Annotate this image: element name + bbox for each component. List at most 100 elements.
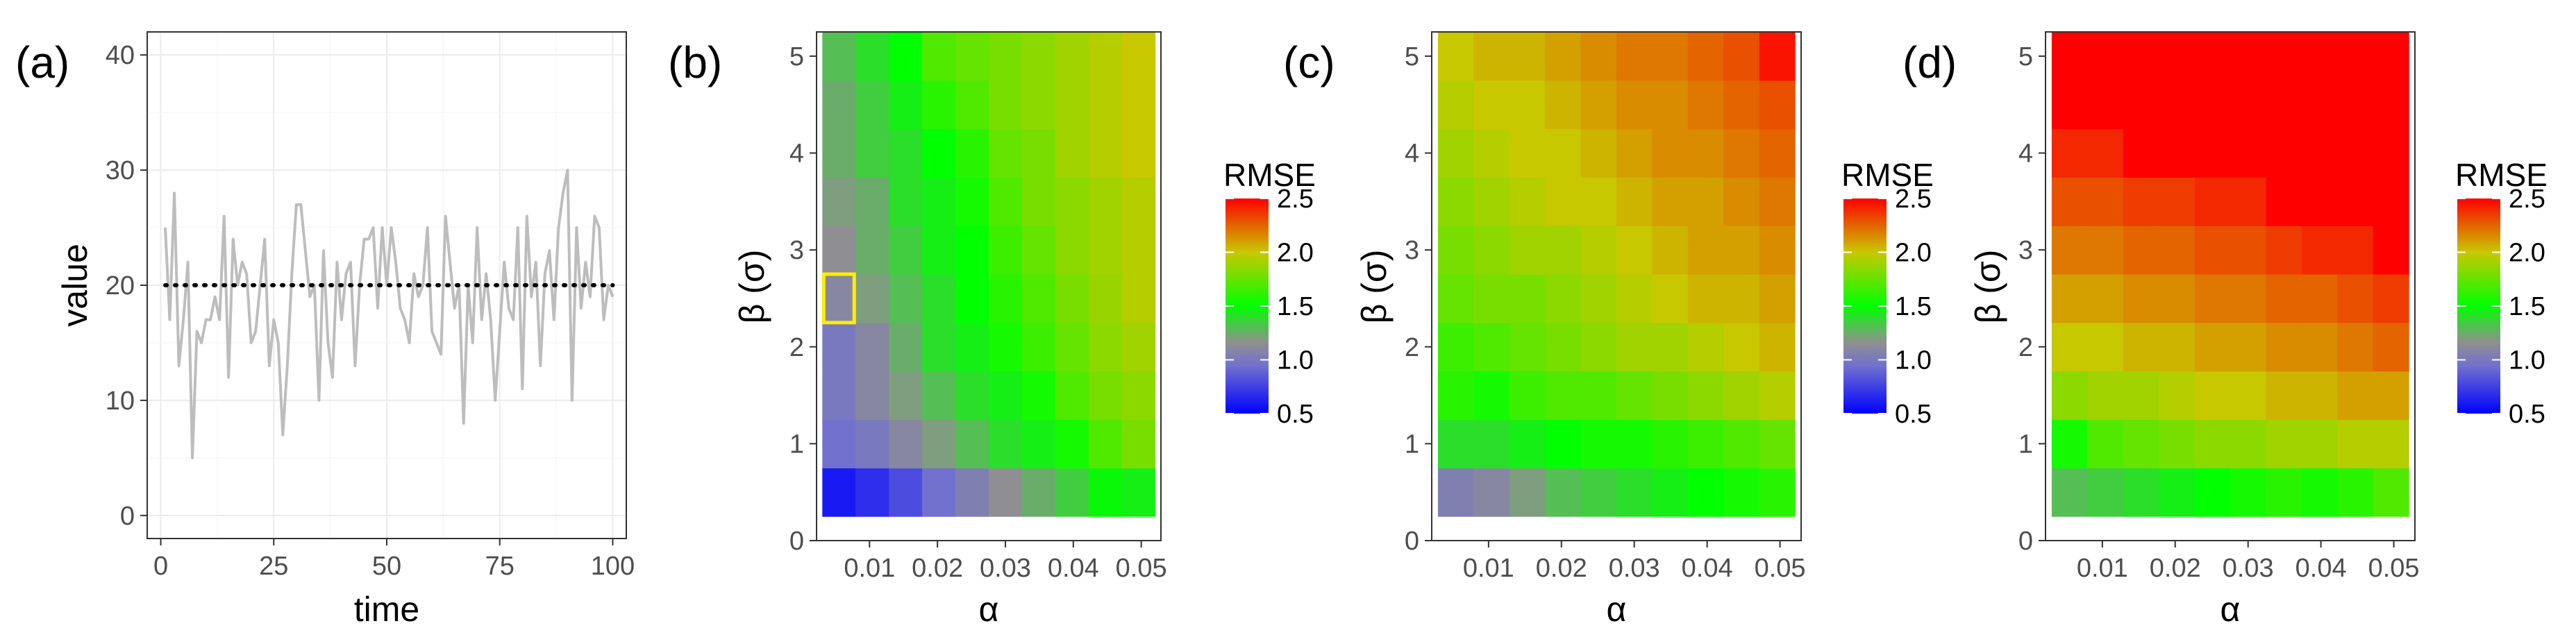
heatmap-cell-d bbox=[2266, 80, 2302, 130]
heatmap-cell-d bbox=[2159, 468, 2196, 517]
y-tick-label-b: 4 bbox=[789, 139, 804, 169]
heatmap-cell-b bbox=[855, 468, 889, 517]
plot-frame-c bbox=[1431, 31, 1802, 541]
legend-ticks-c: 0.5 1.0 1.5 2.0 2.5 bbox=[1843, 185, 1932, 429]
heatmap-cell-b bbox=[1121, 371, 1156, 421]
legend-title-d: RMSE bbox=[2455, 157, 2548, 193]
heatmap-cell-b bbox=[922, 32, 956, 81]
heatmap-cell-d bbox=[2194, 322, 2231, 372]
heatmap-cell-b bbox=[955, 371, 989, 421]
heatmap-cell-c bbox=[1580, 128, 1617, 178]
heatmap-cell-b bbox=[822, 177, 856, 226]
x-tick-label-a: 50 bbox=[372, 552, 401, 581]
heatmap-cell-b bbox=[989, 371, 1023, 421]
heatmap-cell-c bbox=[1687, 128, 1724, 178]
heatmap-cell-c bbox=[1545, 177, 1582, 226]
plot-frame-b bbox=[816, 31, 1162, 541]
x-tick-label-b: 0.04 bbox=[1048, 554, 1099, 583]
y-tick-label-c: 2 bbox=[1405, 333, 1419, 362]
heatmap-cell-b bbox=[1055, 226, 1089, 275]
x-axis-title-a: time bbox=[354, 590, 419, 629]
legend-c: RMSE 0.5 1.0 1.5 2.0 2.5 bbox=[1841, 157, 1934, 429]
x-tick-label-a: 25 bbox=[259, 552, 288, 581]
heatmap-cell-c bbox=[1652, 128, 1689, 178]
y-tick-label-c: 0 bbox=[1405, 527, 1419, 556]
heatmap-cell-d bbox=[2087, 80, 2124, 130]
y-tick-label-b: 3 bbox=[789, 236, 804, 265]
heatmap-cell-c bbox=[1580, 32, 1617, 81]
heatmap-cell-d bbox=[2087, 177, 2124, 226]
heatmap-cell-d bbox=[2266, 468, 2302, 517]
heatmap-cell-c bbox=[1687, 322, 1724, 372]
y-tick-label-d: 2 bbox=[2018, 333, 2033, 362]
heatmap-cell-c bbox=[1723, 468, 1760, 517]
x-tick-label-b: 0.02 bbox=[912, 554, 963, 583]
heatmap-cell-d bbox=[2337, 32, 2374, 81]
heatmap-cell-c bbox=[1723, 371, 1760, 421]
heatmap-cell-b bbox=[1055, 419, 1089, 468]
heatmap-cell-d bbox=[2159, 177, 2196, 226]
heatmap-cell-b bbox=[1021, 274, 1056, 323]
heatmap-cell-b bbox=[822, 226, 856, 275]
heatmap-cell-b bbox=[1121, 32, 1156, 81]
plot-frame-d bbox=[2045, 31, 2416, 541]
heatmap-cell-c bbox=[1759, 468, 1796, 517]
heatmap-cell-d bbox=[2194, 419, 2231, 468]
heatmap-cell-c bbox=[1616, 274, 1653, 323]
heatmap-cell-d bbox=[2051, 32, 2088, 81]
x-tick-label-c: 0.05 bbox=[1755, 554, 1806, 583]
legend-ticks-d: 0.5 1.0 1.5 2.0 2.5 bbox=[2457, 185, 2545, 429]
heatmap-cell-b bbox=[889, 371, 923, 421]
heatmap-cell-d bbox=[2266, 274, 2302, 323]
heatmap-cell-c bbox=[1509, 32, 1546, 81]
heatmap-cell-d bbox=[2373, 419, 2409, 468]
x-tick-label-c: 0.01 bbox=[1463, 554, 1514, 583]
heatmap-cell-b bbox=[889, 274, 923, 323]
heatmap-cell-d bbox=[2301, 32, 2338, 81]
heatmap-cell-b bbox=[1055, 322, 1089, 372]
heatmap-cell-d bbox=[2051, 274, 2088, 323]
heatmap-cell-b bbox=[989, 128, 1023, 178]
heatmap-cell-d bbox=[2230, 32, 2266, 81]
heatmap-cell-d bbox=[2194, 468, 2231, 517]
heatmap-cell-c bbox=[1545, 322, 1582, 372]
heatmap-cell-d bbox=[2266, 32, 2302, 81]
heatmap-cell-b bbox=[955, 32, 989, 81]
heatmap-cell-b bbox=[1055, 274, 1089, 323]
heatmap-cell-c bbox=[1759, 226, 1796, 275]
heatmap-cell-d bbox=[2194, 80, 2231, 130]
legend-d: RMSE 0.5 1.0 1.5 2.0 2.5 bbox=[2455, 157, 2548, 429]
x-tick-label-d: 0.03 bbox=[2223, 554, 2274, 583]
heatmap-cell-b bbox=[1055, 128, 1089, 178]
heatmap-cell-c bbox=[1652, 226, 1689, 275]
x-tick-label-c: 0.03 bbox=[1609, 554, 1660, 583]
heatmap-cell-c bbox=[1759, 274, 1796, 323]
heatmap-cell-c bbox=[1437, 32, 1474, 81]
heatmap-cell-c bbox=[1509, 177, 1546, 226]
legend-tick-label-c: 2.0 bbox=[1895, 239, 1932, 268]
heatmap-cell-d bbox=[2159, 80, 2196, 130]
heatmap-cell-d bbox=[2123, 274, 2159, 323]
heatmap-cell-d bbox=[2337, 80, 2374, 130]
heatmap-cell-d bbox=[2266, 226, 2302, 275]
y-tick-label-d: 0 bbox=[2018, 527, 2033, 556]
heatmap-cell-d bbox=[2051, 80, 2088, 130]
y-axis-title-d: β (σ) bbox=[1968, 250, 2007, 324]
heatmap-cell-b bbox=[922, 419, 956, 468]
heatmap-cell-d bbox=[2301, 371, 2338, 421]
highlight-box-b bbox=[821, 272, 856, 325]
heatmap-cell-d bbox=[2051, 371, 2088, 421]
heatmap-cell-c bbox=[1473, 80, 1510, 130]
heatmap-cell-b bbox=[989, 177, 1023, 226]
panel-d: (d) 0.01 0.02 0.03 0.04 0.05 0 1 2 3 4 5 α β (σ) R… bbox=[1902, 31, 2548, 629]
heatmap-cell-d bbox=[2301, 226, 2338, 275]
heatmap-cell-c bbox=[1616, 226, 1653, 275]
panel-b: (b) 0.01 0.02 0.03 0.04 0.05 0 1 2 3 4 5 α β (σ) R… bbox=[668, 31, 1316, 629]
heatmap-cell-c bbox=[1652, 177, 1689, 226]
heatmap-cell-d bbox=[2087, 226, 2124, 275]
heatmap-cell-c bbox=[1437, 226, 1474, 275]
heatmap-cell-d bbox=[2123, 371, 2159, 421]
heatmap-cell-d bbox=[2230, 128, 2266, 178]
heatmap-cell-b bbox=[855, 371, 889, 421]
